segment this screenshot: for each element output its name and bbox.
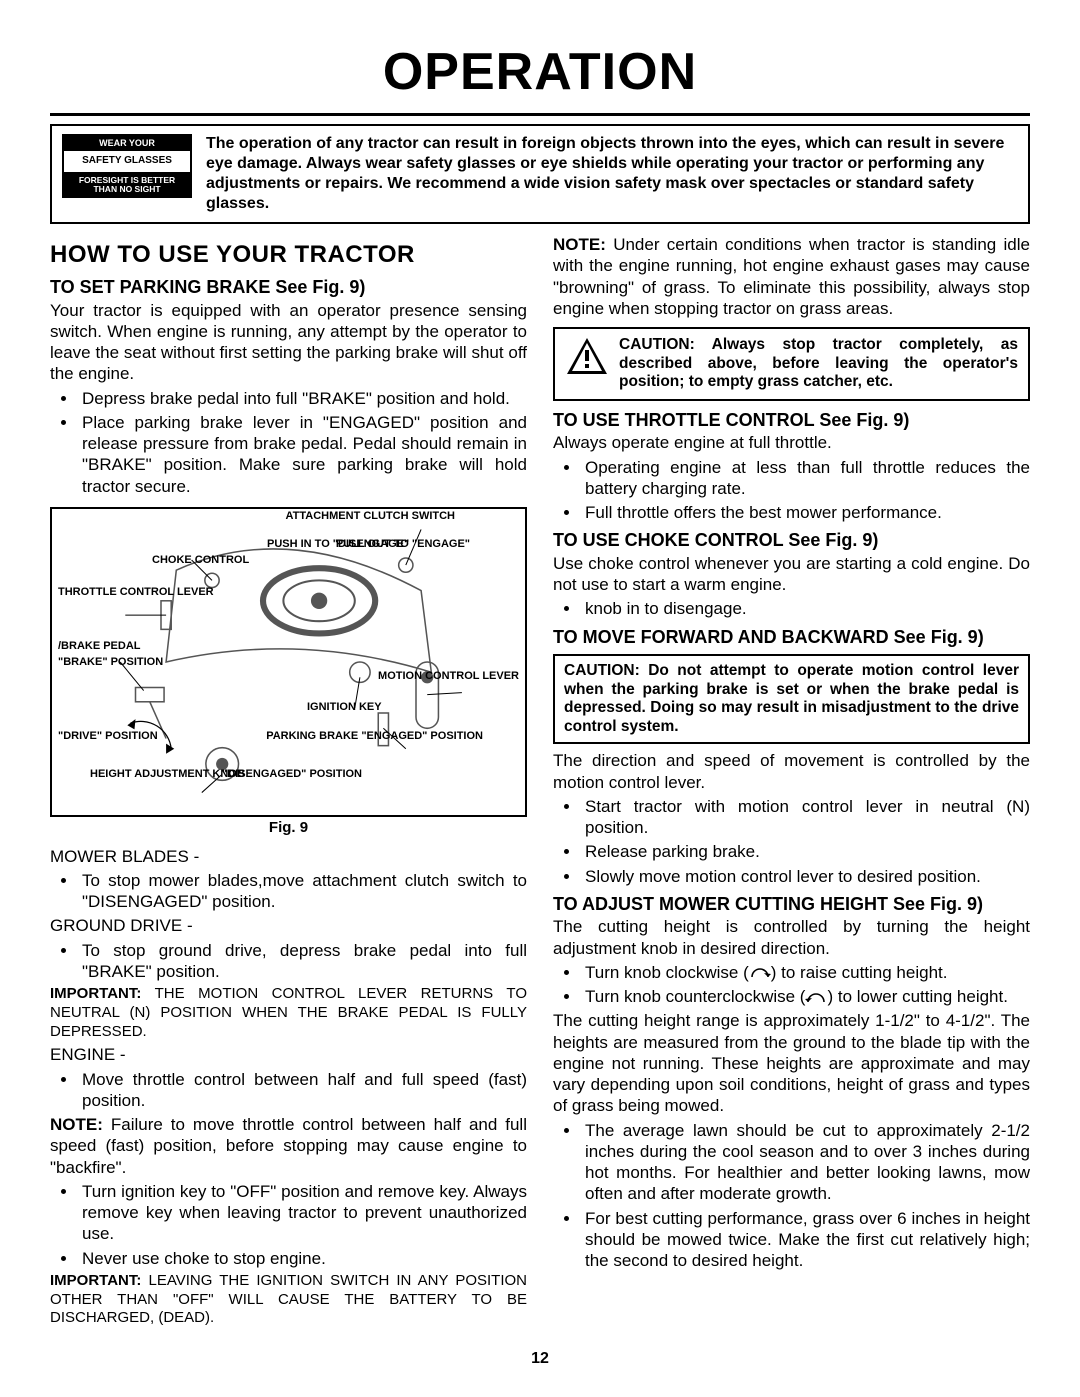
adjust-intro: The cutting height is controlled by turn…	[553, 916, 1030, 959]
badge-line1: WEAR YOUR	[64, 136, 190, 151]
clockwise-icon	[749, 966, 771, 980]
list-item-cw: Turn knob clockwise () to raise cutting …	[581, 962, 1030, 983]
list-item: Never use choke to stop engine.	[78, 1248, 527, 1269]
parking-brake-list: Depress brake pedal into full "BRAKE" po…	[50, 388, 527, 497]
badge-line3: FORESIGHT IS BETTER THAN NO SIGHT	[64, 174, 190, 197]
label-drivepos: "DRIVE" POSITION	[58, 731, 158, 743]
important-1: IMPORTANT: THE MOTION CONTROL LEVER RETU…	[50, 985, 527, 1041]
adjust-list-2: The average lawn should be cut to approx…	[553, 1120, 1030, 1272]
list-item: Release parking brake.	[581, 841, 1030, 862]
choke-heading: TO USE CHOKE CONTROL See Fig. 9)	[553, 529, 1030, 552]
label-parkingbrake: PARKING BRAKE "ENGAGED" POSITION	[266, 731, 483, 743]
counterclockwise-icon	[805, 991, 827, 1005]
list-item: Move throttle control between half and f…	[78, 1069, 527, 1112]
list-item: Start tractor with motion control lever …	[581, 796, 1030, 839]
two-column-layout: HOW TO USE YOUR TRACTOR TO SET PARKING B…	[50, 234, 1030, 1331]
label-pullout: PULL OUT TO "ENGAGE"	[336, 539, 470, 551]
list-item: To stop ground drive, depress brake peda…	[78, 940, 527, 983]
engine-list: Move throttle control between half and f…	[50, 1069, 527, 1112]
note-browning: NOTE: Under certain conditions when trac…	[553, 234, 1030, 319]
rule-top	[50, 113, 1030, 116]
caution-stop-tractor: CAUTION: Always stop tractor completely,…	[553, 327, 1030, 401]
important-2: IMPORTANT: LEAVING THE IGNITION SWITCH I…	[50, 1272, 527, 1328]
list-item: Depress brake pedal into full "BRAKE" po…	[78, 388, 527, 409]
list-item: Full throttle offers the best mower perf…	[581, 502, 1030, 523]
throttle-list: Operating engine at less than full throt…	[553, 457, 1030, 524]
parking-brake-heading: TO SET PARKING BRAKE See Fig. 9)	[50, 276, 527, 299]
figure-caption: Fig. 9	[50, 819, 527, 838]
engine-list-2: Turn ignition key to "OFF" position and …	[50, 1181, 527, 1269]
choke-intro: Use choke control whenever you are start…	[553, 553, 1030, 596]
warning-triangle-icon	[565, 336, 609, 376]
label-choke: CHOKE CONTROL	[152, 555, 249, 567]
badge-line2: SAFETY GLASSES	[64, 151, 190, 174]
label-brakepos: "BRAKE" POSITION	[58, 657, 163, 669]
label-attachment: ATTACHMENT CLUTCH SWITCH	[286, 511, 455, 523]
list-item: The average lawn should be cut to approx…	[581, 1120, 1030, 1205]
throttle-heading: TO USE THROTTLE CONTROL See Fig. 9)	[553, 409, 1030, 432]
label-throttle: THROTTLE CONTROL LEVER	[58, 587, 214, 599]
adjust-range: The cutting height range is approximatel…	[553, 1010, 1030, 1116]
label-motion: MOTION CONTROL LEVER	[378, 671, 519, 683]
left-column: HOW TO USE YOUR TRACTOR TO SET PARKING B…	[50, 234, 527, 1331]
move-list: Start tractor with motion control lever …	[553, 796, 1030, 887]
safety-glasses-badge: WEAR YOUR SAFETY GLASSES FORESIGHT IS BE…	[62, 134, 192, 198]
page-title: OPERATION	[50, 40, 1030, 105]
adjust-heading: TO ADJUST MOWER CUTTING HEIGHT See Fig. …	[553, 893, 1030, 916]
label-disengaged: "DISENGAGED" POSITION	[222, 769, 362, 781]
top-warning-box: WEAR YOUR SAFETY GLASSES FORESIGHT IS BE…	[50, 124, 1030, 224]
ground-drive-label: GROUND DRIVE -	[50, 915, 527, 936]
note-backfire: NOTE: Failure to move throttle control b…	[50, 1114, 527, 1178]
label-brakepedal: /BRAKE PEDAL	[58, 641, 141, 653]
list-item: Turn ignition key to "OFF" position and …	[78, 1181, 527, 1245]
figure-9-diagram: ATTACHMENT CLUTCH SWITCH PUSH IN TO "DIS…	[50, 507, 527, 817]
parking-brake-intro: Your tractor is equipped with an operato…	[50, 300, 527, 385]
list-item: Operating engine at less than full throt…	[581, 457, 1030, 500]
mower-blades-list: To stop mower blades,move attachment clu…	[50, 870, 527, 913]
caution-motion-lever: CAUTION: Do not attempt to operate motio…	[553, 654, 1030, 744]
list-item: knob in to disengage.	[581, 598, 1030, 619]
engine-label: ENGINE -	[50, 1044, 527, 1065]
list-item: Place parking brake lever in "ENGAGED" p…	[78, 412, 527, 497]
page-number: 12	[50, 1349, 1030, 1369]
caution-text: CAUTION: Always stop tractor completely,…	[619, 336, 1018, 392]
mower-blades-label: MOWER BLADES -	[50, 846, 527, 867]
list-item-ccw: Turn knob counterclockwise () to lower c…	[581, 986, 1030, 1007]
move-heading: TO MOVE FORWARD AND BACKWARD See Fig. 9)	[553, 626, 1030, 649]
throttle-intro: Always operate engine at full throttle.	[553, 432, 1030, 453]
adjust-list: Turn knob clockwise () to raise cutting …	[553, 962, 1030, 1008]
ground-drive-list: To stop ground drive, depress brake peda…	[50, 940, 527, 983]
how-to-use-heading: HOW TO USE YOUR TRACTOR	[50, 240, 527, 270]
list-item: For best cutting performance, grass over…	[581, 1208, 1030, 1272]
right-column: NOTE: Under certain conditions when trac…	[553, 234, 1030, 1331]
choke-list: knob in to disengage.	[553, 598, 1030, 619]
list-item: Slowly move motion control lever to desi…	[581, 866, 1030, 887]
label-ignition: IGNITION KEY	[307, 702, 382, 714]
top-warning-text: The operation of any tractor can result …	[206, 134, 1018, 214]
list-item: To stop mower blades,move attachment clu…	[78, 870, 527, 913]
move-intro: The direction and speed of movement is c…	[553, 750, 1030, 793]
